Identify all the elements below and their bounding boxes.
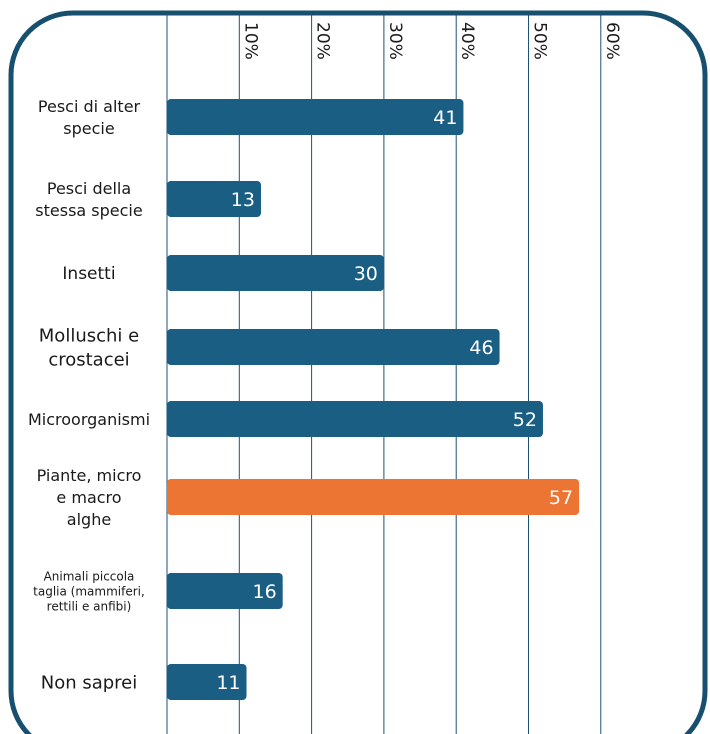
grid-lines — [166, 13, 602, 734]
bar-3 — [167, 329, 500, 365]
category-label: Piante, micro e macro alghe — [37, 466, 142, 529]
bar-6 — [167, 573, 283, 609]
x-tick-label: 50% — [530, 22, 550, 60]
bar-value-label: 30 — [354, 263, 378, 285]
bar-value-label: 41 — [433, 107, 457, 129]
category-label: Molluschi e crostacei — [39, 325, 139, 370]
x-tick-label: 30% — [385, 22, 405, 60]
bar-7 — [167, 664, 247, 700]
bar-0 — [167, 99, 464, 135]
x-tick-label: 10% — [240, 22, 260, 60]
bars: 41 13 30 46 52 57 16 11 — [167, 99, 580, 700]
x-tick-label: 40% — [457, 22, 477, 60]
bar-4 — [167, 401, 543, 437]
bar-value-label: 46 — [469, 337, 493, 359]
category-label: Pesci della stessa specie — [35, 179, 142, 220]
x-tick-label: 20% — [313, 22, 333, 60]
bar-1 — [167, 181, 261, 217]
category-labels: Pesci di alter specie Pesci della stessa sp… — [28, 97, 150, 694]
bar-value-label: 16 — [252, 581, 276, 603]
category-label: Insetti — [62, 264, 115, 284]
category-label: Pesci di alter specie — [38, 97, 141, 138]
category-label: Animali piccola taglia (mammiferi, rettili… — [33, 569, 145, 613]
category-label: Microorganismi — [28, 410, 150, 429]
bar-value-label: 57 — [549, 487, 573, 509]
bar-value-label: 13 — [231, 189, 255, 211]
bar-2 — [167, 255, 384, 291]
x-axis-ticks: 10% 20% 30% 40% 50% 60% — [240, 22, 622, 60]
x-tick-label: 60% — [602, 22, 622, 60]
bar-5 — [167, 479, 580, 515]
bar-value-label: 11 — [216, 672, 240, 694]
category-label: Non saprei — [41, 672, 138, 693]
bar-value-label: 52 — [513, 409, 537, 431]
